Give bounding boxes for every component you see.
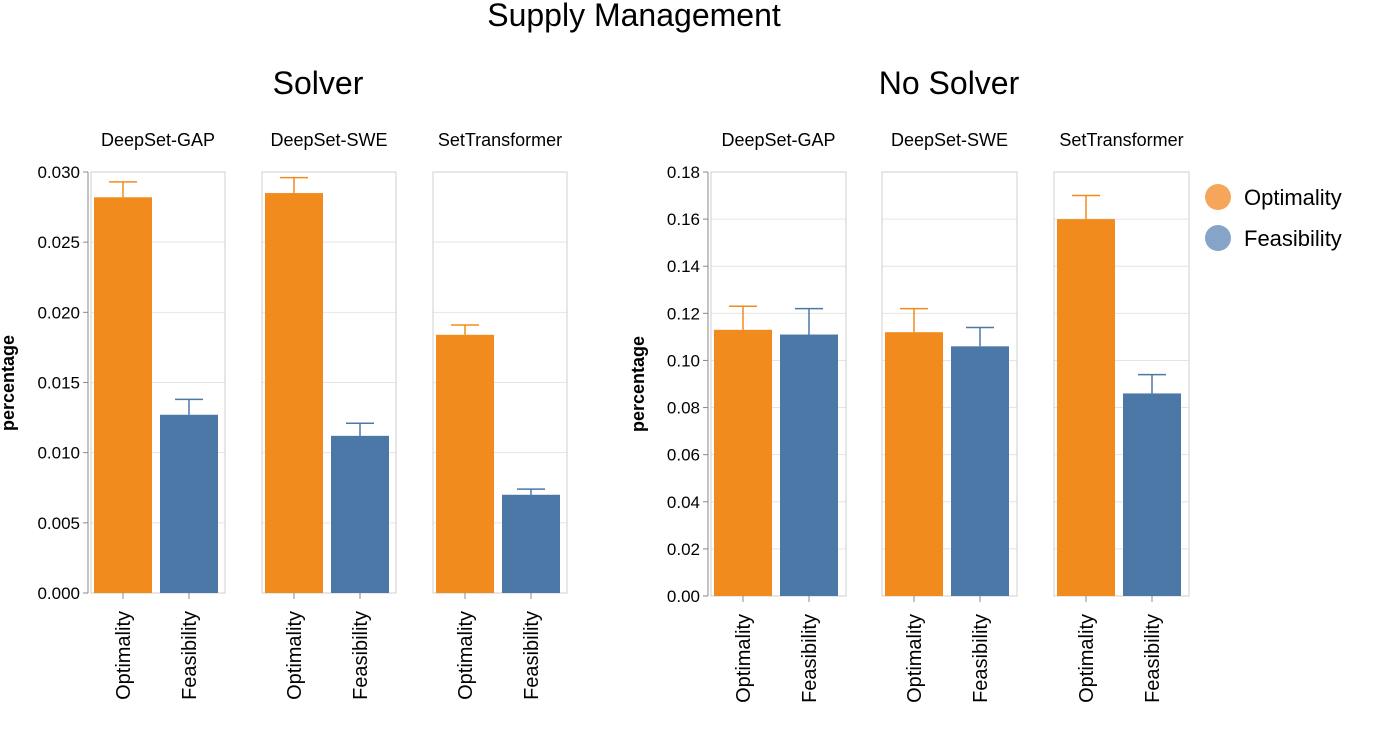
x-tick-label: Feasibility [799, 614, 821, 703]
y-tick-label: 0.18 [667, 163, 700, 182]
bar-feasibility [951, 346, 1009, 596]
x-tick-label: Optimality [904, 614, 926, 703]
y-axis-label: percentage [628, 336, 648, 432]
y-tick-label: 0.08 [667, 399, 700, 418]
bar-optimality [265, 193, 323, 594]
bar-feasibility [160, 414, 218, 593]
legend-label: Feasibility [1244, 226, 1342, 251]
x-tick-label: Optimality [284, 611, 306, 700]
y-tick-label: 0.005 [37, 514, 80, 533]
y-axis-label: percentage [0, 335, 18, 431]
x-tick-label: Feasibility [970, 614, 992, 703]
group-title: Solver [273, 65, 364, 101]
y-tick-label: 0.02 [667, 540, 700, 559]
bar-feasibility [331, 435, 389, 593]
legend-swatch-feasibility [1205, 225, 1231, 251]
facet-settransformer: SetTransformer Optimality Feasibility [432, 130, 568, 700]
bar-optimality [1057, 219, 1115, 596]
facet-title: SetTransformer [438, 130, 562, 150]
y-tick-label: 0.020 [37, 303, 80, 322]
bar-feasibility [780, 334, 838, 596]
facet-title: DeepSet-SWE [270, 130, 387, 150]
facet-title: DeepSet-GAP [101, 130, 215, 150]
x-tick-label: Optimality [455, 611, 477, 700]
y-tick-label: 0.04 [667, 493, 700, 512]
facet-title: DeepSet-GAP [721, 130, 835, 150]
y-tick-label: 0.16 [667, 210, 700, 229]
x-tick-label: Optimality [1076, 614, 1098, 703]
legend-swatch-optimality [1205, 184, 1231, 210]
bar-optimality [94, 197, 152, 593]
y-tick-label: 0.030 [37, 163, 80, 182]
bar-optimality [885, 332, 943, 596]
bar-optimality [714, 329, 772, 596]
x-tick-label: Feasibility [521, 611, 543, 700]
facet-frame [1053, 171, 1190, 597]
y-tick-label: 0.000 [37, 584, 80, 603]
facet-deepset-gap: DeepSet-GAP Optimality Feasibility [90, 130, 226, 700]
facet-frame [881, 171, 1018, 597]
bar-feasibility [1123, 393, 1181, 596]
y-tick-label: 0.025 [37, 233, 80, 252]
y-tick-label: 0.10 [667, 351, 700, 370]
bar-optimality [436, 334, 494, 593]
facet-frame [710, 171, 847, 597]
y-tick-label: 0.14 [667, 257, 700, 276]
y-tick-label: 0.06 [667, 446, 700, 465]
facet-deepset-swe: DeepSet-SWE Optimality Feasibility [261, 130, 397, 700]
chart-panel-0: Solver percentage 0.000 0.005 0.010 0.015 0.02… [0, 65, 568, 700]
chart-title: Supply Management [487, 0, 781, 33]
x-tick-label: Feasibility [1142, 614, 1164, 703]
x-tick-label: Feasibility [179, 611, 201, 700]
y-tick-label: 0.010 [37, 444, 80, 463]
facet-deepset-gap: DeepSet-GAP Optimality Feasibility [710, 130, 847, 703]
chart-panel-1: No Solver percentage 0.00 0.02 0.04 0.06 0.08 0… [628, 65, 1190, 703]
facet-frame [261, 171, 397, 594]
group-title: No Solver [879, 65, 1020, 101]
x-tick-label: Optimality [733, 614, 755, 703]
legend-label: Optimality [1244, 185, 1342, 210]
legend: Optimality Feasibility [1205, 184, 1342, 251]
facet-title: DeepSet-SWE [891, 130, 1008, 150]
facet-settransformer: SetTransformer Optimality Feasibility [1053, 130, 1190, 703]
x-tick-label: Feasibility [350, 611, 372, 700]
x-tick-label: Optimality [113, 611, 135, 700]
facet-frame [432, 171, 568, 594]
facet-deepset-swe: DeepSet-SWE Optimality Feasibility [881, 130, 1018, 703]
y-tick-label: 0.12 [667, 304, 700, 323]
y-tick-label: 0.015 [37, 374, 80, 393]
facet-frame [90, 171, 226, 594]
facet-title: SetTransformer [1059, 130, 1183, 150]
y-tick-label: 0.00 [667, 587, 700, 606]
bar-feasibility [502, 494, 560, 593]
